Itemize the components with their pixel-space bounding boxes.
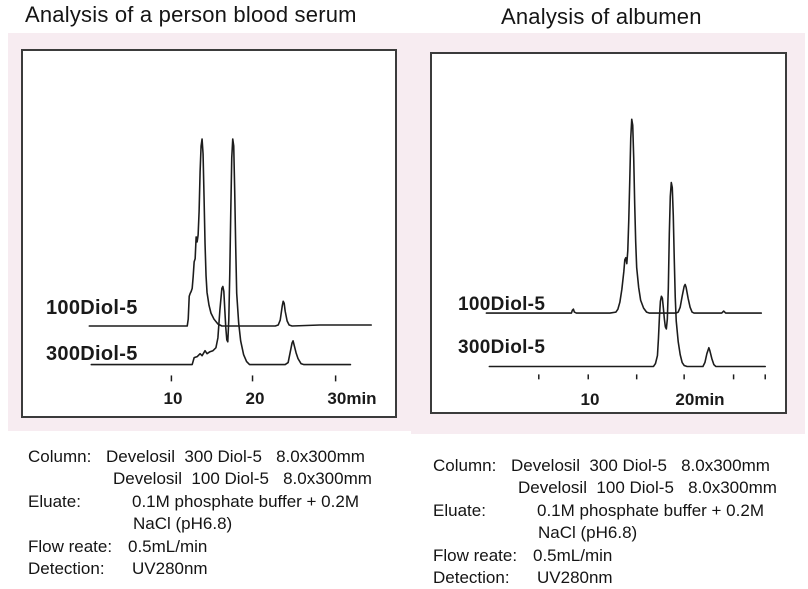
albumen-chart-panel: 10 20min 100Diol-5 300Diol-5 <box>411 33 805 434</box>
serum-chart-panel: 10 20 30min 100Diol-5 300Diol-5 <box>8 33 411 431</box>
trace-label-100Diol-5: 100Diol-5 <box>458 294 546 315</box>
albumen-chart-box: 10 20min 100Diol-5 300Diol-5 <box>430 52 787 414</box>
serum-chart-box: 10 20 30min 100Diol-5 300Diol-5 <box>21 49 397 418</box>
info-value: Develosil 100 Diol-5 8.0x300mm <box>113 469 372 489</box>
info-label: Flow reate: <box>433 545 518 565</box>
info-value: NaCl (pH6.8) <box>133 514 233 534</box>
info-value: UV280nm <box>132 559 208 579</box>
axis-tick-label: 30min <box>327 389 377 408</box>
trace-300Diol-5 <box>488 181 767 368</box>
trace-label-300Diol-5: 300Diol-5 <box>46 343 138 365</box>
info-row: Flow reate: 0.5mL/min <box>433 545 777 567</box>
info-value: 0.5mL/min <box>128 536 208 556</box>
info-label <box>28 468 106 490</box>
info-row: Column: Develosil 300 Diol-5 8.0x300mm <box>28 446 372 468</box>
info-row: Flow reate: 0.5mL/min <box>28 536 372 558</box>
trace-300Diol-5 <box>90 138 352 366</box>
albumen-conditions-block: Column: Develosil 300 Diol-5 8.0x300mm D… <box>433 455 777 589</box>
info-value: 0.1M phosphate buffer + 0.2M <box>537 500 764 520</box>
info-label: Detection: <box>433 568 510 588</box>
info-label <box>433 522 511 544</box>
serum-chromatogram-plot <box>88 138 373 382</box>
info-label: Column: <box>433 456 497 475</box>
info-row: NaCl (pH6.8) <box>433 522 777 544</box>
info-row: NaCl (pH6.8) <box>28 513 372 535</box>
trace-label-100Diol-5: 100Diol-5 <box>46 297 138 319</box>
albumen-chromatogram-plot <box>485 118 767 380</box>
axis-tick-label: 20 <box>245 389 265 408</box>
info-value: Develosil 300 Diol-5 8.0x300mm <box>106 447 365 466</box>
trace-100Diol-5 <box>485 118 763 314</box>
info-row: Detection: UV280nm <box>433 567 777 589</box>
info-row: Eluate: 0.1M phosphate buffer + 0.2M <box>28 491 372 513</box>
info-label: Eluate: <box>433 500 486 520</box>
info-label: Column: <box>28 447 92 466</box>
info-value: 0.1M phosphate buffer + 0.2M <box>132 491 359 511</box>
info-value: Develosil 300 Diol-5 8.0x300mm <box>511 456 770 475</box>
info-value: NaCl (pH6.8) <box>538 523 638 543</box>
info-label: Eluate: <box>28 491 81 511</box>
info-row: Eluate: 0.1M phosphate buffer + 0.2M <box>433 500 777 522</box>
info-row: Develosil 100 Diol-5 8.0x300mm <box>28 468 372 490</box>
axis-tick-label: 10 <box>163 389 183 408</box>
info-label <box>433 477 511 499</box>
trace-100Diol-5 <box>88 138 373 327</box>
serum-conditions-block: Column: Develosil 300 Diol-5 8.0x300mm D… <box>28 446 372 580</box>
right-chart-title: Analysis of albumen <box>501 4 702 29</box>
info-label: Detection: <box>28 559 105 579</box>
left-chart-title: Analysis of a person blood serum <box>25 2 357 27</box>
info-label: Flow reate: <box>28 536 113 556</box>
axis-tick-label: 20min <box>675 390 725 409</box>
info-value: Develosil 100 Diol-5 8.0x300mm <box>518 478 777 498</box>
info-value: UV280nm <box>537 568 613 588</box>
axis-tick-label: 10 <box>580 390 600 409</box>
info-row: Column: Develosil 300 Diol-5 8.0x300mm <box>433 455 777 477</box>
trace-label-300Diol-5: 300Diol-5 <box>458 337 546 358</box>
info-row: Develosil 100 Diol-5 8.0x300mm <box>433 477 777 499</box>
info-label <box>28 513 106 535</box>
info-value: 0.5mL/min <box>533 545 613 565</box>
info-row: Detection: UV280nm <box>28 558 372 580</box>
